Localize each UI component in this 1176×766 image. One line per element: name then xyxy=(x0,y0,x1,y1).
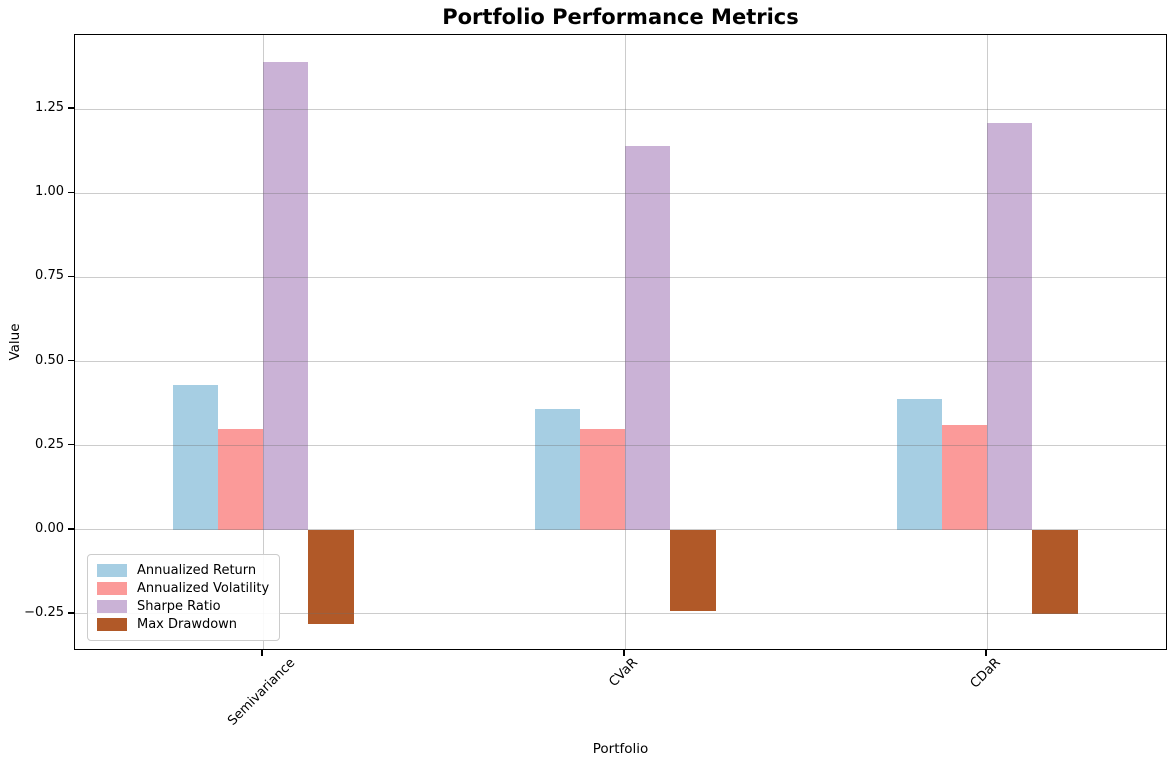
y-tick-label: 0.25 xyxy=(35,436,64,452)
legend-swatch-icon xyxy=(97,582,127,595)
legend-swatch-icon xyxy=(97,618,127,631)
legend: Annualized Return Annualized Volatility Sh… xyxy=(87,554,280,641)
y-tick-mark xyxy=(68,528,74,530)
bar-sharpe-ratio-cdar xyxy=(987,122,1033,530)
y-tick-mark xyxy=(68,191,74,193)
legend-label: Annualized Volatility xyxy=(137,581,270,596)
bar-annualized-return-semivariance xyxy=(172,385,218,530)
v-gridline xyxy=(624,35,626,649)
y-tick-mark xyxy=(68,275,74,278)
x-tick-mark xyxy=(985,650,987,656)
x-tick-label: Semivariance xyxy=(225,655,299,729)
bar-annualized-return-cdar xyxy=(896,398,942,530)
y-tick-mark xyxy=(68,107,74,109)
x-tick-mark xyxy=(623,650,625,656)
v-gridline xyxy=(262,35,264,649)
bar-max-drawdown-cdar xyxy=(1032,529,1078,614)
h-gridline xyxy=(75,613,1166,615)
bar-annualized-volatility-cdar xyxy=(941,425,988,530)
legend-label: Max Drawdown xyxy=(137,617,238,632)
h-gridline xyxy=(75,361,1166,362)
v-gridline xyxy=(986,35,988,649)
legend-item: Annualized Volatility xyxy=(97,580,270,597)
bar-annualized-volatility-cvar xyxy=(579,428,626,530)
bar-max-drawdown-cvar xyxy=(670,529,716,611)
legend-item: Sharpe Ratio xyxy=(97,598,270,615)
bar-annualized-volatility-semivariance xyxy=(217,428,264,530)
y-tick-mark xyxy=(68,443,74,446)
plot-area xyxy=(74,34,1167,650)
x-tick-label: CDaR xyxy=(967,655,1004,692)
h-gridline xyxy=(75,192,1166,194)
y-tick-label: 1.00 xyxy=(35,184,64,200)
chart-title: Portfolio Performance Metrics xyxy=(442,5,799,29)
bar-annualized-return-cvar xyxy=(534,408,580,530)
bar-max-drawdown-semivariance xyxy=(308,529,354,625)
legend-item: Max Drawdown xyxy=(97,616,270,633)
x-tick-label: CVaR xyxy=(606,655,642,690)
h-gridline xyxy=(75,529,1166,531)
h-gridline xyxy=(75,276,1166,278)
y-tick-mark xyxy=(68,359,74,362)
y-tick-label: 1.25 xyxy=(35,100,64,116)
y-tick-mark xyxy=(68,612,74,614)
y-tick-label: 0.00 xyxy=(35,520,64,536)
y-tick-label: 0.50 xyxy=(35,352,64,368)
x-tick-mark xyxy=(261,650,263,656)
legend-label: Annualized Return xyxy=(137,563,257,578)
legend-swatch-icon xyxy=(97,564,127,577)
legend-item: Annualized Return xyxy=(97,562,270,579)
legend-swatch-icon xyxy=(97,600,127,613)
h-gridline xyxy=(75,445,1166,447)
x-axis-label: Portfolio xyxy=(592,741,649,757)
bar-sharpe-ratio-cvar xyxy=(625,146,671,530)
y-tick-label: 0.75 xyxy=(35,268,64,284)
legend-label: Sharpe Ratio xyxy=(137,599,221,614)
y-tick-label: −0.25 xyxy=(24,604,64,620)
bar-sharpe-ratio-semivariance xyxy=(263,61,309,530)
h-gridline xyxy=(75,108,1166,110)
